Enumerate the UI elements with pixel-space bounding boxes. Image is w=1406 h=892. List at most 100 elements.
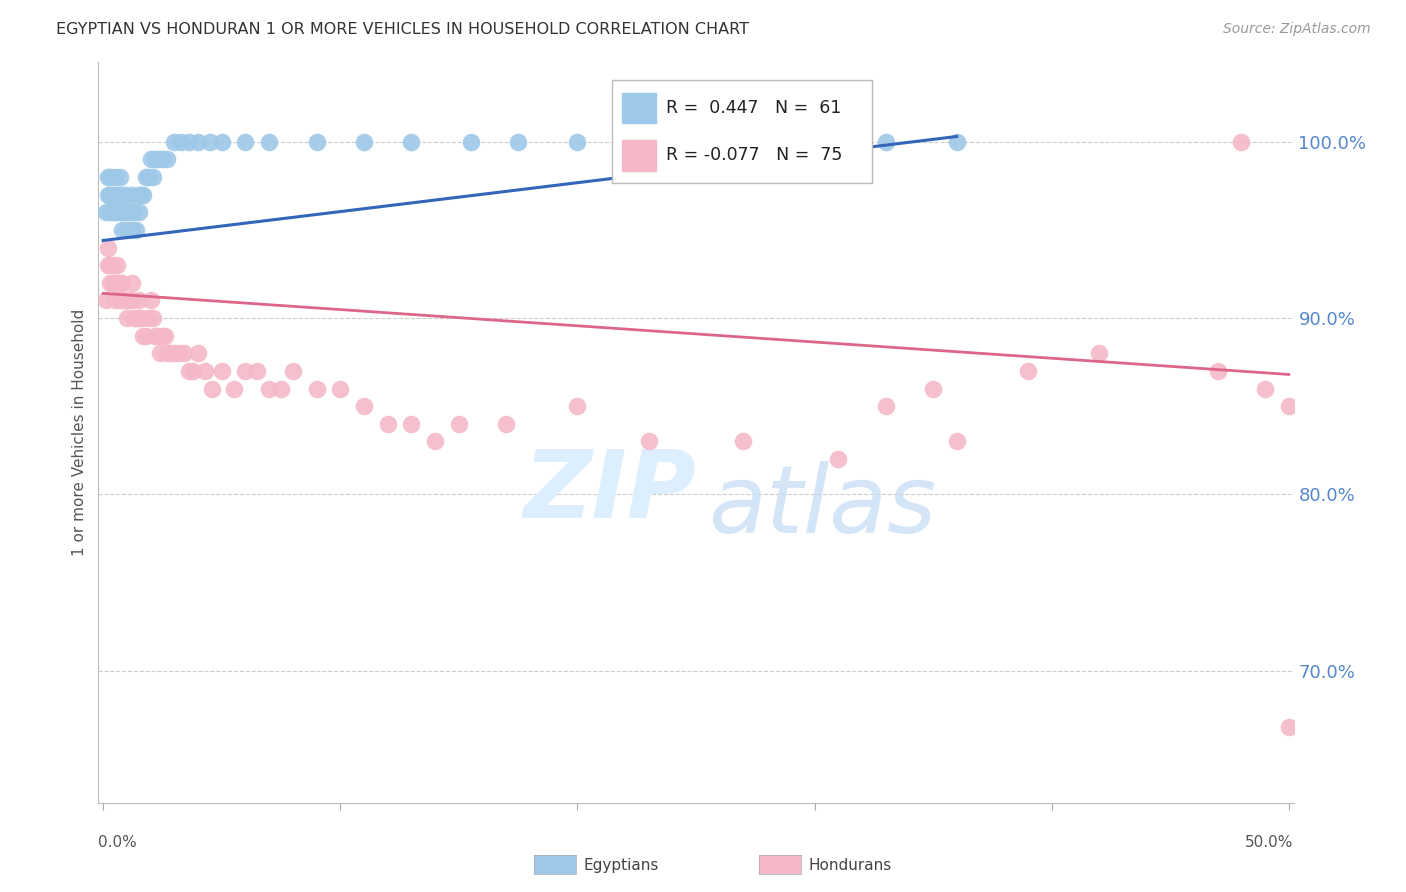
- Point: [114, 187, 136, 202]
- Point: [104, 187, 127, 202]
- Point: [132, 187, 155, 202]
- Point: [1278, 399, 1301, 413]
- Point: [104, 205, 127, 219]
- Text: ZIP: ZIP: [523, 446, 696, 538]
- Point: [495, 417, 517, 431]
- Point: [187, 135, 209, 149]
- Point: [105, 276, 128, 290]
- Point: [803, 135, 825, 149]
- Point: [97, 258, 120, 272]
- Point: [101, 276, 124, 290]
- Point: [129, 187, 152, 202]
- Point: [122, 311, 145, 326]
- Point: [875, 135, 897, 149]
- Point: [115, 223, 138, 237]
- Point: [118, 205, 141, 219]
- Point: [159, 346, 181, 360]
- Point: [101, 205, 124, 219]
- Point: [108, 276, 131, 290]
- Point: [143, 328, 166, 343]
- Point: [98, 205, 121, 219]
- Point: [101, 258, 124, 272]
- Point: [139, 153, 162, 167]
- Point: [170, 135, 193, 149]
- Point: [108, 169, 131, 184]
- Point: [129, 311, 152, 326]
- Point: [105, 258, 128, 272]
- Point: [447, 417, 470, 431]
- Point: [111, 223, 134, 237]
- Point: [613, 135, 636, 149]
- Point: [281, 364, 304, 378]
- Point: [270, 382, 292, 396]
- Text: 0.0%: 0.0%: [98, 836, 138, 850]
- Point: [115, 205, 138, 219]
- Point: [163, 135, 186, 149]
- Point: [709, 135, 731, 149]
- Point: [156, 153, 179, 167]
- Point: [377, 417, 399, 431]
- Point: [136, 311, 159, 326]
- Text: Source: ZipAtlas.com: Source: ZipAtlas.com: [1223, 22, 1371, 37]
- Point: [733, 434, 755, 449]
- Point: [139, 293, 162, 308]
- Point: [187, 346, 209, 360]
- Point: [235, 364, 257, 378]
- Point: [108, 205, 131, 219]
- Point: [1017, 364, 1039, 378]
- Point: [122, 205, 145, 219]
- Point: [108, 293, 131, 308]
- Point: [177, 364, 200, 378]
- Point: [153, 328, 176, 343]
- Point: [121, 187, 143, 202]
- Point: [222, 382, 245, 396]
- Point: [198, 135, 221, 149]
- Point: [142, 169, 165, 184]
- Point: [181, 364, 204, 378]
- Point: [97, 241, 120, 255]
- Point: [756, 135, 779, 149]
- Point: [1206, 364, 1229, 378]
- Point: [121, 223, 143, 237]
- Point: [401, 135, 423, 149]
- Point: [661, 135, 683, 149]
- Point: [173, 346, 195, 360]
- Point: [146, 153, 169, 167]
- Text: 50.0%: 50.0%: [1246, 836, 1294, 850]
- Point: [201, 382, 224, 396]
- Text: R = -0.077   N =  75: R = -0.077 N = 75: [666, 146, 842, 164]
- Point: [114, 293, 136, 308]
- Point: [194, 364, 217, 378]
- Point: [111, 293, 134, 308]
- Text: Egyptians: Egyptians: [583, 858, 659, 872]
- Point: [156, 346, 179, 360]
- Point: [508, 135, 530, 149]
- Text: atlas: atlas: [709, 461, 936, 552]
- Point: [121, 276, 143, 290]
- Point: [305, 135, 328, 149]
- Point: [460, 135, 482, 149]
- Point: [114, 205, 136, 219]
- FancyBboxPatch shape: [612, 80, 872, 183]
- Point: [128, 205, 150, 219]
- Point: [115, 311, 138, 326]
- Point: [105, 187, 128, 202]
- Point: [353, 135, 375, 149]
- Point: [108, 187, 131, 202]
- Point: [98, 258, 121, 272]
- Point: [637, 434, 659, 449]
- Y-axis label: 1 or more Vehicles in Household: 1 or more Vehicles in Household: [72, 309, 87, 557]
- Point: [104, 276, 127, 290]
- Point: [135, 328, 157, 343]
- Point: [353, 399, 375, 413]
- Point: [246, 364, 269, 378]
- Point: [567, 399, 589, 413]
- Point: [152, 328, 174, 343]
- Point: [211, 135, 233, 149]
- Point: [136, 169, 159, 184]
- Point: [875, 399, 897, 413]
- Point: [922, 382, 945, 396]
- Point: [257, 382, 280, 396]
- Point: [305, 382, 328, 396]
- Point: [97, 169, 120, 184]
